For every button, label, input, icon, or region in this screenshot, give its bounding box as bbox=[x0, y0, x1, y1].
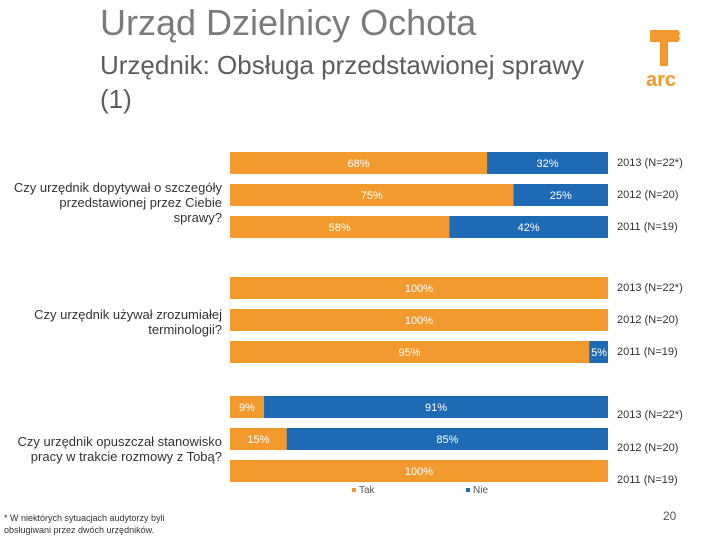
year-label: 2011 (N=19) bbox=[617, 474, 678, 486]
legend-nie: Nie bbox=[466, 485, 488, 496]
bar-tak bbox=[230, 428, 287, 450]
svg-text:arc: arc bbox=[646, 69, 676, 91]
data-label-tak: 100% bbox=[405, 283, 433, 295]
arc-logo: arc bbox=[638, 26, 698, 96]
bar-tak bbox=[230, 309, 608, 331]
question-3: Czy urzędnik opuszczał stanowisko pracy … bbox=[17, 434, 222, 464]
year-label: 2011 (N=19) bbox=[617, 346, 678, 358]
data-label-tak: 95% bbox=[399, 347, 421, 359]
data-label-tak: 15% bbox=[247, 434, 269, 446]
year-label: 2011 (N=19) bbox=[617, 221, 678, 233]
data-label-nie: 5% bbox=[591, 347, 607, 359]
data-label-tak: 68% bbox=[348, 158, 370, 170]
bar-tak bbox=[230, 277, 608, 299]
legend-label-nie: Nie bbox=[473, 485, 489, 496]
data-label-nie: 85% bbox=[436, 434, 458, 446]
bar-tak bbox=[230, 460, 608, 482]
bar-tak bbox=[230, 184, 514, 206]
question-2: Czy urzędnik używał zrozumiałej terminol… bbox=[34, 307, 222, 337]
bar-nie bbox=[589, 341, 608, 363]
footnote: * W niektórych sytuacjach audytorzy byli… bbox=[4, 513, 165, 535]
question-1: Czy urzędnik dopytywał o szczegóły przed… bbox=[13, 180, 222, 225]
year-label: 2012 (N=20) bbox=[617, 314, 679, 326]
year-label: 2013 (N=22*) bbox=[617, 409, 683, 421]
year-label: 2013 (N=22*) bbox=[617, 157, 683, 169]
data-label-tak: 100% bbox=[405, 315, 433, 327]
bar-nie bbox=[513, 184, 608, 206]
data-label-nie: 32% bbox=[537, 158, 559, 170]
data-label-tak: 100% bbox=[405, 466, 433, 478]
page-subtitle: Urzędnik: Obsługa przedstawionej sprawy … bbox=[100, 50, 585, 114]
year-label: 2013 (N=22*) bbox=[617, 282, 683, 294]
data-label-tak: 75% bbox=[361, 190, 383, 202]
data-label-tak: 9% bbox=[239, 402, 255, 414]
year-label: 2012 (N=20) bbox=[617, 442, 679, 454]
page-title: Urząd Dzielnicy Ochota bbox=[100, 2, 477, 43]
legend-tak: Tak bbox=[352, 485, 375, 496]
year-label: 2012 (N=20) bbox=[617, 189, 679, 201]
data-label-nie: 42% bbox=[518, 222, 540, 234]
bar-tak bbox=[230, 396, 265, 418]
data-label-tak: 58% bbox=[329, 222, 351, 234]
data-label-nie: 91% bbox=[425, 402, 447, 414]
bar-tak bbox=[230, 341, 590, 363]
bar-nie bbox=[449, 216, 608, 238]
bar-nie bbox=[286, 428, 608, 450]
legend-swatch-nie bbox=[466, 488, 470, 493]
legend-label-tak: Tak bbox=[359, 485, 375, 496]
bar-tak bbox=[230, 216, 450, 238]
legend-swatch-tak bbox=[352, 488, 356, 493]
bar-nie bbox=[487, 152, 608, 174]
data-label-nie: 25% bbox=[550, 190, 572, 202]
bar-nie bbox=[264, 396, 608, 418]
page-number: 20 bbox=[663, 509, 677, 523]
bar-tak bbox=[230, 152, 488, 174]
